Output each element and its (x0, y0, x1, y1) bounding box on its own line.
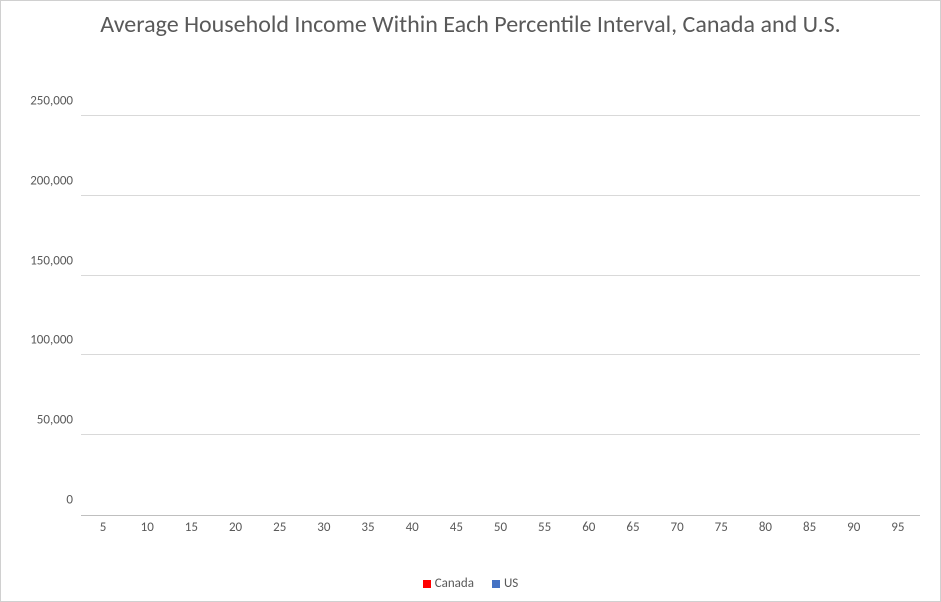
x-axis-label: 10 (125, 516, 169, 541)
plot-area: 050,000100,000150,000200,000250,000 (81, 116, 920, 516)
chart-container: Average Household Income Within Each Per… (0, 0, 941, 602)
x-axis-label: 15 (169, 516, 213, 541)
x-axis-label: 5 (81, 516, 125, 541)
y-axis-label: 0 (66, 493, 73, 508)
x-axis-label: 55 (523, 516, 567, 541)
y-axis-label: 150,000 (30, 253, 73, 268)
plot-outer: 050,000100,000150,000200,000250,000 5101… (81, 116, 920, 541)
legend-label: US (504, 576, 518, 591)
y-axis-label: 100,000 (30, 333, 73, 348)
legend-swatch (492, 580, 500, 588)
x-axis-label: 35 (346, 516, 390, 541)
bars-group (81, 116, 920, 515)
legend: Canada US (1, 576, 940, 591)
x-axis-label: 95 (876, 516, 920, 541)
x-axis-label: 75 (699, 516, 743, 541)
x-axis-label: 50 (478, 516, 522, 541)
x-axis-label: 30 (302, 516, 346, 541)
gridline (81, 115, 920, 116)
gridline (81, 275, 920, 276)
y-axis-label: 250,000 (30, 94, 73, 109)
x-axis-label: 60 (567, 516, 611, 541)
x-axis-label: 70 (655, 516, 699, 541)
chart-title: Average Household Income Within Each Per… (1, 1, 940, 40)
gridline (81, 354, 920, 355)
x-axis-label: 85 (788, 516, 832, 541)
x-axis-label: 40 (390, 516, 434, 541)
legend-item: US (492, 576, 518, 591)
gridline (81, 195, 920, 196)
x-axis-label: 20 (213, 516, 257, 541)
x-axis-label: 90 (832, 516, 876, 541)
x-axis-labels: 5101520253035404550556065707580859095 (81, 516, 920, 541)
legend-swatch (423, 580, 431, 588)
legend-item: Canada (423, 576, 474, 591)
y-axis-label: 50,000 (37, 413, 73, 428)
x-axis-label: 65 (611, 516, 655, 541)
x-axis-label: 45 (434, 516, 478, 541)
gridline (81, 434, 920, 435)
x-axis-label: 25 (258, 516, 302, 541)
x-axis-label: 80 (743, 516, 787, 541)
legend-label: Canada (435, 576, 474, 591)
y-axis-label: 200,000 (30, 173, 73, 188)
